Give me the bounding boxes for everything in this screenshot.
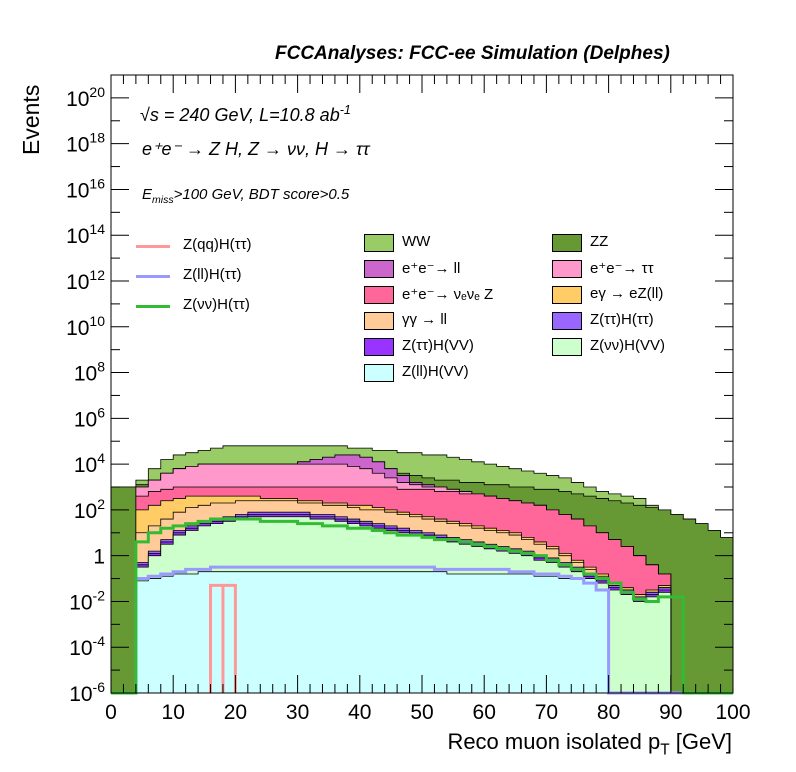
- selection-rest: >100 GeV, BDT score>0.5: [173, 186, 350, 203]
- selection-annotation: Emiss>100 GeV, BDT score>0.5: [142, 186, 349, 206]
- sqrt-s-text: s = 240 GeV, L=10.8 ab: [149, 105, 340, 125]
- x-tick-label: 60: [473, 701, 496, 724]
- lumi-exponent: -1: [339, 103, 351, 117]
- legend-fill-label: eγ → eZ(ll): [590, 285, 664, 302]
- x-tick-label: 20: [224, 701, 247, 724]
- signal-lines: [111, 517, 733, 695]
- y-tick-label: 10-4: [69, 633, 105, 660]
- y-axis-label: Events: [18, 84, 44, 155]
- selection-sub: miss: [152, 194, 174, 206]
- y-tick-label: 1016: [66, 175, 105, 202]
- legend-fill-label: e⁺e⁻→ ll: [402, 260, 461, 277]
- legend-fill-label: e⁺e⁻→ ττ: [590, 260, 654, 277]
- legend-fill-swatch: [364, 312, 394, 330]
- legend-line-swatch: [136, 245, 170, 248]
- legend-line-label: Z(ll)H(ττ): [183, 266, 242, 283]
- y-tick-label: 1014: [66, 221, 105, 248]
- signal-line-z-qq-h-: [209, 583, 237, 693]
- legend-line-swatch: [136, 275, 170, 278]
- sqrt-symbol: √: [140, 105, 150, 125]
- legend-fill-label: e⁺e⁻→ νₑνₑ Z: [402, 286, 494, 303]
- y-tick-label: 10-6: [69, 679, 105, 706]
- legend-line-label: Z(νν)H(ττ): [183, 296, 250, 313]
- legend-fill-swatch: [552, 312, 582, 330]
- sqrt-s-annotation: √s = 240 GeV, L=10.8 ab-1: [140, 103, 351, 126]
- y-tick-label: 1: [93, 546, 105, 569]
- x-tick-label: 10: [162, 701, 185, 724]
- legend-fill-swatch: [364, 286, 394, 304]
- legend-fill-swatch: [552, 286, 582, 304]
- legend-fill-label: ZZ: [590, 233, 609, 250]
- legend-fill-label: Z(νν)H(VV): [590, 337, 665, 354]
- legend-fill-swatch: [364, 338, 394, 356]
- y-tick-label: 104: [74, 450, 105, 477]
- chart-title: FCCAnalyses: FCC-ee Simulation (Delphes): [275, 43, 670, 64]
- y-tick-label: 1020: [66, 84, 105, 111]
- process-annotation: e⁺e⁻ → Z H, Z → νν, H → ττ: [142, 139, 370, 160]
- legend-fill-swatch: [552, 260, 582, 278]
- y-tick-label: 106: [74, 404, 105, 431]
- x-tick-label: 80: [597, 701, 620, 724]
- legend-fill-swatch: [364, 260, 394, 278]
- y-tick-label: 10-2: [69, 587, 105, 614]
- legend-fill-label: Z(ττ)H(VV): [402, 337, 474, 354]
- legend-fill-label: WW: [402, 233, 431, 250]
- y-tick-label: 108: [74, 359, 105, 386]
- y-tick-label: 1010: [66, 313, 105, 340]
- x-tick-label: 90: [659, 701, 682, 724]
- x-tick-label: 0: [105, 701, 117, 724]
- signal-line-z-ll-h-: [111, 565, 733, 695]
- y-tick-label: 1012: [66, 267, 105, 294]
- legend-fill-swatch: [364, 234, 394, 252]
- x-tick-label: 70: [535, 701, 558, 724]
- signal-line-z-h-: [111, 517, 733, 695]
- legend-fill-swatch: [552, 234, 582, 252]
- x-tick-label: 40: [348, 701, 371, 724]
- legend-fill-label: Z(ττ)H(ττ): [590, 311, 654, 328]
- selection-e: E: [142, 186, 153, 203]
- x-tick-label: 50: [410, 701, 433, 724]
- axis-ticks: 0 10 20 30 40 50 60 70 80 90 10010-610-410-2110210…: [66, 74, 751, 724]
- x-tick-label: 100: [715, 701, 750, 724]
- legend-line-swatch: [136, 305, 170, 308]
- x-tick-label: 30: [286, 701, 309, 724]
- process-text: e⁺e⁻ → Z H, Z → νν, H → ττ: [142, 139, 370, 159]
- stacked-histograms: [110, 445, 734, 694]
- y-tick-label: 102: [74, 496, 105, 523]
- legend-fill-label: Z(ll)H(VV): [402, 363, 469, 380]
- legend-fill-label: γγ → ll: [402, 311, 447, 328]
- legend-fill-swatch: [364, 364, 394, 382]
- y-tick-label: 1018: [66, 130, 105, 157]
- legend-line-label: Z(qq)H(ττ): [183, 236, 252, 253]
- x-axis-label: Reco muon isolated pT [GeV]: [447, 729, 732, 759]
- legend-fill-swatch: [552, 338, 582, 356]
